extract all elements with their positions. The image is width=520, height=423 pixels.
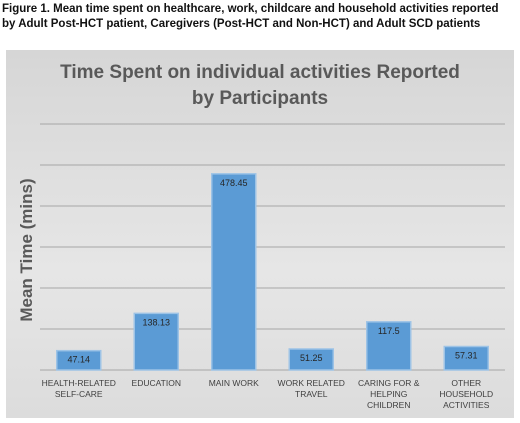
bar [56,349,102,371]
x-tick-label: OTHER HOUSEHOLD ACTIVITIES [439,378,494,410]
bar [366,321,412,371]
value-label: 138.13 [142,317,170,327]
value-label: 117.5 [378,326,400,336]
chart-title: Time Spent on individual activities Repo… [60,62,460,109]
x-tick-label: WORK RELATED TRAVEL [277,378,345,399]
bar [133,312,179,371]
value-label: 47.14 [67,355,90,365]
value-label: 57.31 [455,351,478,361]
x-tick-label: MAIN WORK [208,378,259,388]
value-label: 51.25 [300,353,323,363]
x-tick-label: CARING FOR & HELPING CHILDREN [358,378,420,410]
x-tick-label: EDUCATION [131,378,181,388]
value-label: 478.45 [220,178,248,188]
bar [211,173,257,371]
bar [288,348,334,371]
x-tick-label: HEALTH-RELATED SELF-CARE [41,378,116,399]
bar [443,345,489,371]
y-axis-label: Mean Time (mins) [17,178,36,321]
figure-caption: Figure 1. Mean time spent on healthcare,… [2,3,499,30]
